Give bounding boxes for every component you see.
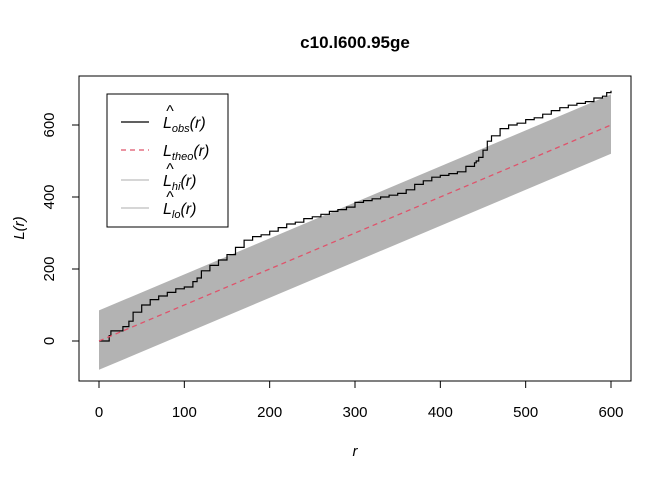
chart-title: c10.l600.95ge [300,33,410,52]
x-tick-label-300: 300 [342,404,367,421]
series-line-obs [99,90,612,342]
y-tick-label-600: 600 [41,112,58,137]
x-axis-label: r [353,443,359,460]
legend-label-obs: Lobs(r) [163,115,206,135]
x-tick-label-600: 600 [598,404,623,421]
legend-hat-lo: ^ [166,189,174,206]
y-tick-label-400: 400 [41,184,58,209]
x-tick-label-500: 500 [513,404,538,421]
y-tick-label-200: 200 [41,256,58,281]
x-tick-label-400: 400 [428,404,453,421]
x-tick-label-200: 200 [257,404,282,421]
y-axis-label: L(r) [11,216,28,239]
plot-area [98,90,612,370]
legend-label-lo: Llo(r) [163,201,196,221]
legend-hat-hi: ^ [166,161,174,178]
series-line-theo [98,124,612,342]
envelope-band [99,94,611,370]
legend-label-hi: Lhi(r) [163,173,196,193]
x-tick-label-0: 0 [95,404,103,421]
legend: Lobs(r)^Ltheo(r)Lhi(r)^Llo(r)^ [106,93,229,228]
y-axis: 0 200 400 600 [41,112,80,345]
x-tick-label-100: 100 [172,404,197,421]
legend-label-theo: Ltheo(r) [163,143,209,163]
legend-box [106,93,229,228]
x-axis: 0 100 200 300 400 500 600 [95,380,624,421]
legend-hat-obs: ^ [166,103,174,120]
y-tick-label-0: 0 [41,337,58,345]
